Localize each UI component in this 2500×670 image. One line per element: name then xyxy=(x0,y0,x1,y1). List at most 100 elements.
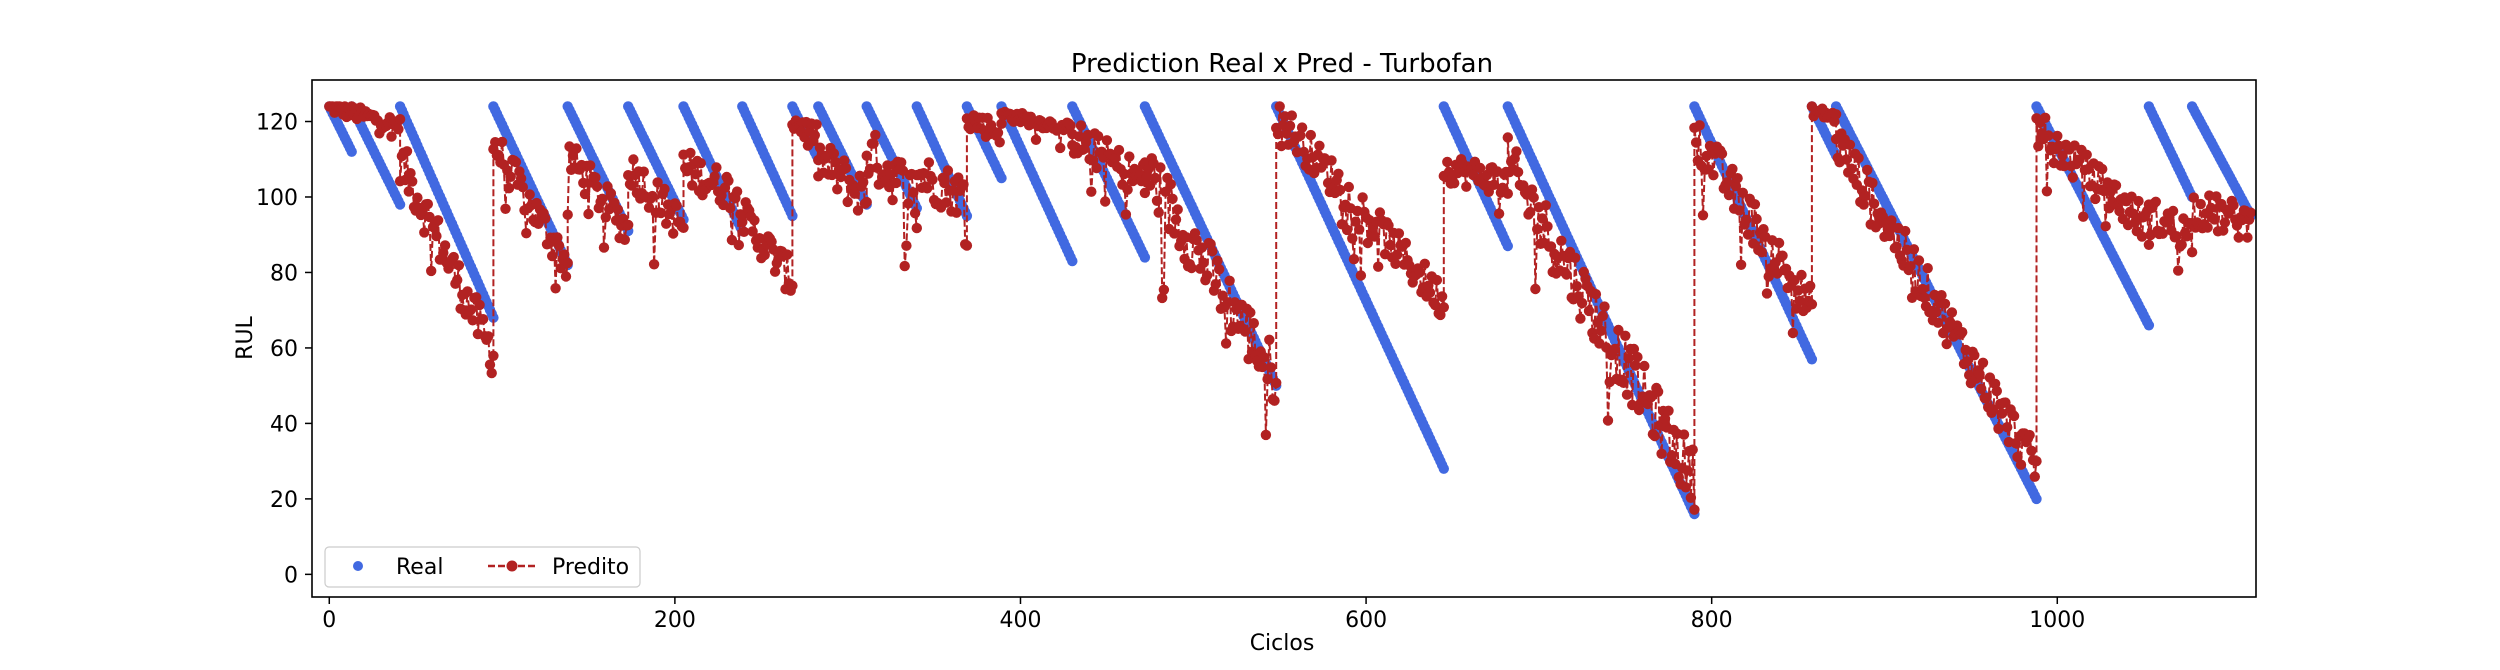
predito-point xyxy=(1663,405,1674,416)
x-tick-label: 800 xyxy=(1691,608,1733,633)
predito-point xyxy=(678,222,689,233)
legend-predito-marker xyxy=(506,560,518,572)
predito-point xyxy=(585,160,596,171)
predito-point xyxy=(923,157,935,168)
predito-point xyxy=(826,169,838,181)
predito-point xyxy=(453,260,465,271)
predito-point xyxy=(1373,261,1384,272)
predito-point xyxy=(1074,131,1085,142)
predito-point xyxy=(1690,137,1702,148)
predito-point xyxy=(638,166,649,177)
predito-point xyxy=(1198,257,1209,268)
real-point xyxy=(1067,255,1078,267)
predito-point xyxy=(2188,192,2199,203)
predito-point xyxy=(1996,408,2008,419)
predito-point xyxy=(1884,230,1895,242)
predito-point xyxy=(1461,181,1472,192)
predito-point xyxy=(1354,224,1365,235)
predito-point xyxy=(1917,283,1928,295)
predito-point xyxy=(1742,229,1754,240)
predito-point xyxy=(828,148,840,159)
predito-point xyxy=(1939,298,1951,309)
predito-point xyxy=(1561,269,1572,280)
predito-point xyxy=(2078,211,2089,222)
predito-point xyxy=(1628,343,1640,355)
predito-point xyxy=(1355,270,1367,281)
predito-point xyxy=(1697,210,1709,221)
predito-point xyxy=(2181,231,2193,242)
predito-point xyxy=(1613,324,1624,336)
predito-point xyxy=(1590,289,1602,300)
predito-point xyxy=(1732,173,1743,184)
predito-point xyxy=(671,200,682,211)
predito-point xyxy=(571,143,582,154)
predito-point xyxy=(852,205,864,216)
predito-point xyxy=(1207,246,1218,257)
predito-point xyxy=(1258,352,1270,363)
predito-point xyxy=(994,137,1005,148)
predito-point xyxy=(452,274,463,286)
predito-point xyxy=(958,179,969,190)
predito-point xyxy=(1908,244,1920,255)
predito-point xyxy=(1493,208,1505,219)
predito-point xyxy=(1220,338,1232,349)
predito-point xyxy=(1794,295,1806,307)
predito-point xyxy=(1936,290,1947,301)
predito-point xyxy=(690,169,701,180)
predito-point xyxy=(1431,274,1443,286)
predito-point xyxy=(1830,109,1842,120)
predito-point xyxy=(1264,334,1275,345)
predito-point xyxy=(1860,190,1871,202)
predito-point xyxy=(524,189,535,200)
predito-point xyxy=(2043,130,2054,141)
predito-point xyxy=(901,240,912,251)
y-tick-label: 60 xyxy=(270,337,298,362)
predito-point xyxy=(1086,186,1097,197)
predito-point xyxy=(1858,199,1869,210)
predito-point xyxy=(659,183,670,195)
real-point xyxy=(1438,463,1450,474)
legend-real-marker xyxy=(353,561,363,571)
predito-point xyxy=(2012,451,2023,463)
predito-point xyxy=(2150,196,2161,207)
predito-point xyxy=(1055,142,1066,154)
predito-point xyxy=(809,130,820,141)
predito-point xyxy=(510,156,522,168)
predito-point xyxy=(942,165,954,176)
predito-point xyxy=(747,226,758,237)
predito-point xyxy=(811,119,822,130)
predito-point xyxy=(426,265,437,277)
predito-point xyxy=(655,207,667,219)
predito-point xyxy=(927,174,938,185)
predito-point xyxy=(996,118,1007,129)
predito-point xyxy=(1988,404,1999,415)
predito-point xyxy=(2015,459,2027,470)
predito-point xyxy=(1281,128,1292,139)
predito-point xyxy=(1716,148,1728,159)
predito-point xyxy=(1868,198,1880,209)
predito-point xyxy=(1570,252,1581,263)
predito-point xyxy=(1286,110,1298,121)
predito-point xyxy=(1526,184,1538,195)
predito-point xyxy=(1419,258,1431,269)
predito-point xyxy=(1556,235,1567,246)
predito-point xyxy=(2040,112,2051,124)
plot-frame xyxy=(311,79,2257,598)
predito-point xyxy=(2242,232,2253,243)
predito-point xyxy=(1357,192,1368,203)
predito-point xyxy=(1438,302,1450,313)
predito-point xyxy=(922,183,933,194)
predito-point xyxy=(1957,327,1968,338)
x-tick-label: 1000 xyxy=(2029,608,2085,633)
predito-point xyxy=(733,239,744,251)
predito-point xyxy=(1841,154,1852,165)
chart-title: Prediction Real x Pred - Turbofan xyxy=(1071,49,1493,79)
predito-point xyxy=(2164,215,2175,226)
predito-point xyxy=(1993,423,2004,434)
predito-point xyxy=(992,127,1004,138)
predito-point xyxy=(1751,213,1762,225)
predito-point xyxy=(1844,139,1856,150)
predito-point xyxy=(2052,130,2063,142)
predito-point xyxy=(486,367,497,379)
predito-point xyxy=(1977,357,1989,368)
